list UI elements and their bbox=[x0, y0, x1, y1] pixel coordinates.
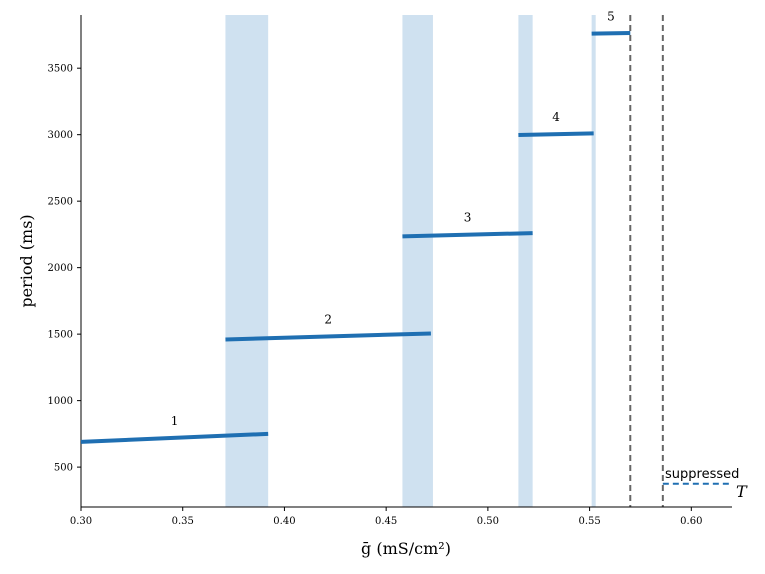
segment-labels: 1 2 3 4 5 bbox=[171, 9, 615, 428]
shaded-bands bbox=[225, 15, 596, 507]
vertical-lines bbox=[629, 15, 664, 507]
series-line-2 bbox=[225, 331, 431, 342]
y-tick-label: 1500 bbox=[48, 330, 73, 341]
y-tick-label: 2000 bbox=[48, 263, 73, 274]
series-line-4 bbox=[518, 131, 594, 137]
series-line-1 bbox=[80, 431, 269, 444]
x-tick-label: 0.60 bbox=[680, 516, 702, 527]
segment-label-5: 5 bbox=[607, 9, 615, 23]
segment-label-3: 3 bbox=[464, 211, 472, 225]
y-tick-label: 3000 bbox=[48, 130, 73, 141]
x-tick-label: 0.55 bbox=[578, 516, 600, 527]
y-tick-label: 3500 bbox=[48, 64, 73, 75]
series-line-3 bbox=[402, 231, 533, 239]
y-tick-label: 500 bbox=[54, 463, 73, 474]
x-tick-label: 0.30 bbox=[70, 516, 92, 527]
y-ticks: 500 1000 1500 2000 2500 3000 3500 bbox=[48, 64, 81, 474]
x-tick-label: 0.35 bbox=[172, 516, 194, 527]
shaded-band-3 bbox=[518, 15, 533, 507]
y-tick-label: 2500 bbox=[48, 197, 73, 208]
x-tick-label: 0.45 bbox=[375, 516, 397, 527]
shaded-band-1 bbox=[225, 15, 269, 507]
segment-label-1: 1 bbox=[171, 414, 179, 428]
series-line-5 bbox=[591, 30, 631, 36]
segment-label-4: 4 bbox=[552, 110, 560, 124]
threshold-T-label: T bbox=[736, 482, 748, 501]
y-axis-title: period (ms) bbox=[17, 214, 36, 307]
y-tick-label: 1000 bbox=[48, 396, 73, 407]
series-lines bbox=[80, 30, 631, 444]
x-ticks: 0.30 0.35 0.40 0.45 0.50 0.55 0.60 bbox=[70, 507, 702, 527]
x-axis-title: ḡ (mS/cm²) bbox=[361, 539, 451, 558]
shaded-band-4 bbox=[591, 15, 596, 507]
axes bbox=[80, 15, 732, 508]
x-tick-label: 0.50 bbox=[477, 516, 499, 527]
segment-label-2: 2 bbox=[324, 312, 332, 326]
shaded-band-2 bbox=[402, 15, 433, 507]
suppressed-annotation: suppressed bbox=[665, 467, 739, 482]
x-tick-label: 0.40 bbox=[273, 516, 295, 527]
